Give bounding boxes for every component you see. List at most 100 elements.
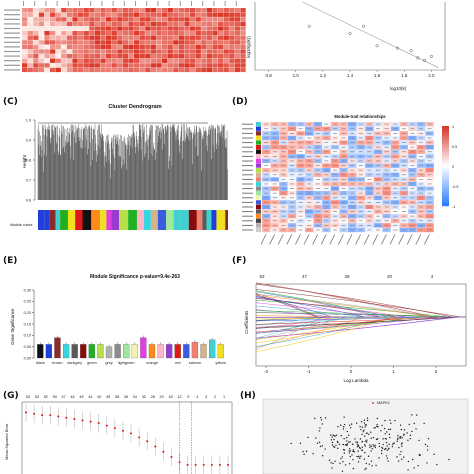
module-color-chip xyxy=(256,145,261,150)
heatmap-cell xyxy=(27,58,33,63)
heatmap-cell xyxy=(78,8,84,13)
scatter-point xyxy=(365,467,367,470)
scatter-point xyxy=(427,438,430,440)
scatter-point xyxy=(352,449,355,451)
heatmap-cell xyxy=(173,49,179,54)
scatter-point xyxy=(376,423,378,426)
heatmap-cell xyxy=(234,49,241,54)
cell-value-mark xyxy=(384,179,389,180)
y-tick-label: 0.15 xyxy=(24,322,31,326)
cv-point xyxy=(97,421,100,424)
heatmap-cell xyxy=(234,54,241,59)
heatmap-cell xyxy=(94,67,101,73)
cell-value-mark xyxy=(350,215,355,217)
top-tick-label: 12 xyxy=(177,395,181,399)
cell-value-mark xyxy=(333,169,337,171)
heatmap-cell xyxy=(206,49,213,54)
heatmap-cell xyxy=(156,26,162,31)
heatmap-cell xyxy=(44,17,50,22)
scatter-point xyxy=(385,455,388,457)
heatmap-cell xyxy=(184,8,190,13)
cell-value-mark xyxy=(272,156,277,157)
heatmap-cell xyxy=(106,44,112,50)
cell-value-mark xyxy=(281,169,286,171)
cell-value-mark xyxy=(358,179,363,180)
heatmap-cell xyxy=(83,63,89,68)
heatmap-cell xyxy=(206,17,213,22)
module-color-segment xyxy=(136,210,145,230)
scatter-point xyxy=(381,447,384,450)
heatmap-cell xyxy=(145,63,151,68)
module-color-chip xyxy=(256,177,261,182)
col-label-mark xyxy=(135,1,136,6)
cell-value-mark xyxy=(367,137,372,139)
heatmap-cell xyxy=(27,49,33,54)
heatmap-cell xyxy=(240,35,246,40)
coefficient-path xyxy=(255,316,466,334)
scatter-point xyxy=(349,427,352,429)
scatter-point xyxy=(361,441,363,443)
scatter-point xyxy=(384,447,387,450)
cell-value-mark xyxy=(419,225,423,226)
cv-point xyxy=(227,463,229,466)
color-scale-step xyxy=(442,184,449,187)
heatmap-cell xyxy=(134,44,140,50)
cell-value-mark xyxy=(315,229,320,231)
cell-value-mark xyxy=(290,142,294,143)
cell-value-mark xyxy=(350,151,355,153)
cell-value-mark xyxy=(264,183,269,185)
scatter-point xyxy=(342,461,344,463)
cell-value-mark xyxy=(324,133,329,134)
heatmap-cell xyxy=(134,17,140,22)
cell-value-mark xyxy=(419,160,423,162)
cell-value-mark xyxy=(358,151,363,153)
heatmap-cell xyxy=(145,40,151,45)
heatmap-cell xyxy=(212,8,218,13)
heatmap-cell xyxy=(184,58,190,63)
module-name-mark xyxy=(242,229,253,231)
scatter-point xyxy=(400,451,402,453)
cell-value-mark xyxy=(290,151,294,153)
scatter-point xyxy=(401,442,403,444)
heatmap-cell xyxy=(38,67,45,73)
heatmap-cell xyxy=(33,40,39,45)
plot-frame xyxy=(254,2,446,71)
scatter-point xyxy=(331,436,333,438)
color-scale-label: -0.5 xyxy=(452,185,459,189)
color-scale-step xyxy=(442,126,449,129)
cell-value-mark xyxy=(393,151,398,153)
heatmap-cell xyxy=(44,49,50,54)
heatmap-cell xyxy=(162,49,168,54)
heatmap-cell xyxy=(94,44,101,50)
scatter-point xyxy=(342,443,344,446)
heatmap-cell xyxy=(240,21,246,27)
color-scale-step xyxy=(442,168,449,171)
heatmap-cell xyxy=(50,54,56,59)
row-label-mark xyxy=(4,32,20,34)
heatmap-cell xyxy=(206,26,213,31)
heatmap-cell xyxy=(50,44,56,50)
heatmap-cell xyxy=(150,35,157,40)
cell-value-mark xyxy=(281,206,286,208)
module-color-segment xyxy=(60,210,68,230)
heatmap-cell xyxy=(128,49,134,54)
heatmap-cell xyxy=(83,12,89,17)
heatmap-cell xyxy=(240,8,246,13)
heatmap-cell xyxy=(83,21,89,27)
heatmap-cell xyxy=(44,67,50,73)
cell-value-mark xyxy=(264,229,269,231)
panel-c-label: (C) xyxy=(3,97,18,107)
scatter-point xyxy=(364,440,367,442)
coefficient-path xyxy=(255,282,466,318)
heatmap-cell xyxy=(89,58,95,63)
heatmap-cell xyxy=(201,8,207,13)
heatmap-cell xyxy=(128,8,134,13)
heatmap-cell xyxy=(83,58,89,63)
top-tick-label: 53 xyxy=(26,395,30,399)
cell-value-mark xyxy=(393,169,398,171)
y-tick-label: 0.25 xyxy=(24,300,31,304)
panel-g-label: (G) xyxy=(3,391,19,401)
cell-value-mark xyxy=(307,215,312,217)
col-label-mark xyxy=(90,1,92,6)
heatmap-cell xyxy=(190,12,196,17)
